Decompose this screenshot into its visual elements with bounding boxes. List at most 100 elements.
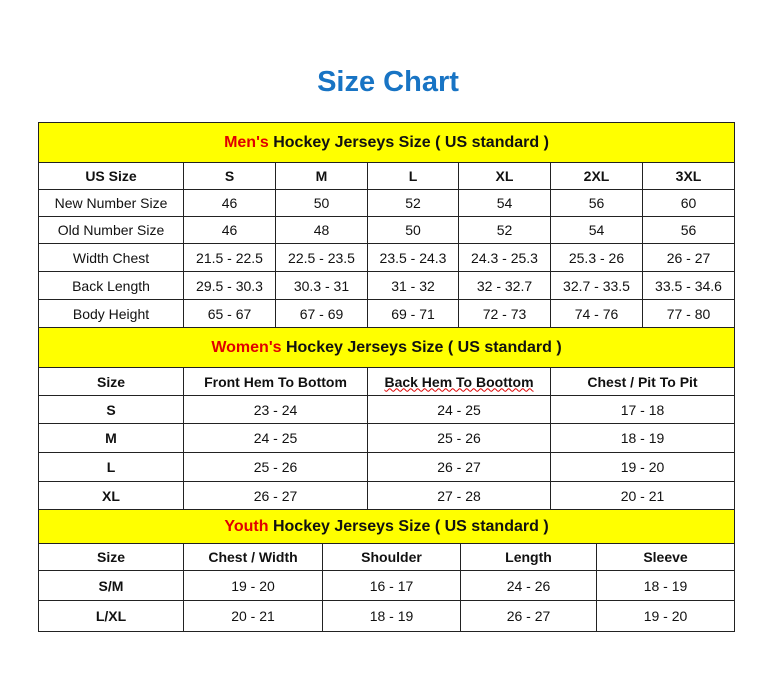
column-header-label: Back Hem To Boottom: [384, 373, 534, 390]
youth-column-header-row: Size Chest / Width Shoulder Length Sleeve: [38, 543, 736, 571]
column-header: Sleeve: [595, 543, 736, 571]
row-label: Width Chest: [38, 243, 184, 272]
table-cell: 60: [642, 189, 735, 217]
header-accent: Women's: [211, 338, 282, 356]
row-label: Body Height: [38, 299, 184, 328]
column-header: Chest / Width: [183, 543, 323, 571]
table-row: Back Length 29.5 - 30.3 30.3 - 31 31 - 32 32…: [38, 271, 735, 300]
header-accent: Men's: [224, 133, 269, 151]
column-header-label: M: [315, 168, 328, 184]
row-label: Old Number Size: [38, 216, 184, 244]
column-header-label: Front Hem To Bottom: [204, 373, 347, 390]
table-cell: 69 - 71: [367, 299, 459, 328]
column-header-label: Length: [505, 549, 552, 565]
table-cell: 26 - 27: [367, 452, 551, 482]
men-section-header: Men's Hockey Jerseys Size ( US standard …: [38, 122, 735, 163]
column-header: 2XL: [550, 162, 643, 190]
column-header: M: [275, 162, 368, 190]
column-header: Length: [460, 543, 597, 571]
column-header-label: 2XL: [583, 168, 610, 184]
table-row: M 24 - 25 25 - 26 18 - 19: [38, 423, 735, 453]
row-label: M: [38, 423, 184, 453]
youth-size-table: Youth Hockey Jerseys Size ( US standard …: [37, 509, 736, 632]
table-cell: 26 - 27: [183, 481, 368, 510]
header-text: Hockey Jerseys Size ( US standard ): [268, 517, 549, 535]
column-header: Size: [38, 367, 184, 396]
column-header: Chest / Pit To Pit: [550, 367, 735, 396]
women-section-header: Women's Hockey Jerseys Size ( US standar…: [38, 327, 735, 368]
column-header: US Size: [38, 162, 184, 190]
table-cell: 27 - 28: [367, 481, 551, 510]
table-cell: 24.3 - 25.3: [458, 243, 551, 272]
table-cell: 67 - 69: [275, 299, 368, 328]
column-header-label: Sleeve: [643, 549, 688, 565]
table-cell: 23.5 - 24.3: [367, 243, 459, 272]
header-text: Hockey Jerseys Size ( US standard ): [281, 338, 562, 356]
table-cell: 65 - 67: [183, 299, 276, 328]
table-cell: 26 - 27: [642, 243, 735, 272]
table-cell: 54: [458, 189, 551, 217]
women-size-table: Women's Hockey Jerseys Size ( US standar…: [38, 327, 735, 510]
women-header-row: Women's Hockey Jerseys Size ( US standar…: [38, 327, 735, 368]
column-header-label: Chest / Width: [208, 549, 298, 565]
table-cell: 25 - 26: [367, 423, 551, 453]
table-cell: 20 - 21: [550, 481, 735, 510]
column-header-label: Shoulder: [361, 549, 422, 565]
column-header: L: [367, 162, 459, 190]
table-cell: 32 - 32.7: [458, 271, 551, 300]
table-cell: 52: [458, 216, 551, 244]
youth-header-row: Youth Hockey Jerseys Size ( US standard …: [37, 509, 736, 544]
table-cell: 52: [367, 189, 459, 217]
column-header-label: 3XL: [675, 168, 702, 184]
column-header: Shoulder: [322, 543, 461, 571]
table-cell: 50: [275, 189, 368, 217]
women-column-header-row: Size Front Hem To Bottom Back Hem To Boott…: [38, 367, 735, 396]
table-cell: 24 - 25: [367, 395, 551, 424]
table-cell: 77 - 80: [642, 299, 735, 328]
row-label: S: [38, 395, 184, 424]
column-header: Front Hem To Bottom: [183, 367, 368, 396]
column-header-label: XL: [495, 168, 514, 184]
row-label: XL: [38, 481, 184, 510]
table-cell: 31 - 32: [367, 271, 459, 300]
table-cell: 26 - 27: [460, 600, 597, 632]
table-row: XL 26 - 27 27 - 28 20 - 21: [38, 481, 735, 510]
table-cell: 16 - 17: [322, 570, 461, 601]
men-header-row: Men's Hockey Jerseys Size ( US standard …: [38, 122, 735, 163]
column-header: Size: [38, 543, 184, 571]
men-size-table: Men's Hockey Jerseys Size ( US standard …: [38, 122, 735, 328]
table-cell: 46: [183, 189, 276, 217]
column-header-label: Chest / Pit To Pit: [587, 373, 698, 390]
page-title: Size Chart: [317, 66, 459, 98]
table-cell: 30.3 - 31: [275, 271, 368, 300]
table-cell: 54: [550, 216, 643, 244]
column-header: 3XL: [642, 162, 735, 190]
table-cell: 21.5 - 22.5: [183, 243, 276, 272]
table-cell: 18 - 19: [595, 570, 736, 601]
header-text: Hockey Jerseys Size ( US standard ): [268, 133, 549, 151]
table-row: Body Height 65 - 67 67 - 69 69 - 71 72 - 73 7…: [38, 299, 735, 328]
column-header-label: Size: [96, 549, 125, 565]
row-label: S/M: [38, 570, 184, 601]
table-row: Width Chest 21.5 - 22.5 22.5 - 23.5 23.5 - …: [38, 243, 735, 272]
table-cell: 19 - 20: [550, 452, 735, 482]
table-row: S/M 19 - 20 16 - 17 24 - 26 18 - 19: [38, 570, 736, 601]
header-accent: Youth: [224, 517, 269, 535]
table-cell: 20 - 21: [183, 600, 323, 632]
table-row: New Number Size 46 50 52 54 56 60: [38, 189, 735, 217]
table-cell: 24 - 25: [183, 423, 368, 453]
table-cell: 24 - 26: [460, 570, 597, 601]
table-cell: 74 - 76: [550, 299, 643, 328]
table-cell: 25 - 26: [183, 452, 368, 482]
table-cell: 29.5 - 30.3: [183, 271, 276, 300]
table-cell: 18 - 19: [322, 600, 461, 632]
table-cell: 56: [642, 216, 735, 244]
table-cell: 72 - 73: [458, 299, 551, 328]
column-header: Back Hem To Boottom: [367, 367, 551, 396]
table-cell: 33.5 - 34.6: [642, 271, 735, 300]
table-row: L/XL 20 - 21 18 - 19 26 - 27 19 - 20: [38, 600, 736, 632]
table-cell: 56: [550, 189, 643, 217]
row-label: L: [38, 452, 184, 482]
table-cell: 46: [183, 216, 276, 244]
column-header-label: Size: [96, 373, 125, 390]
